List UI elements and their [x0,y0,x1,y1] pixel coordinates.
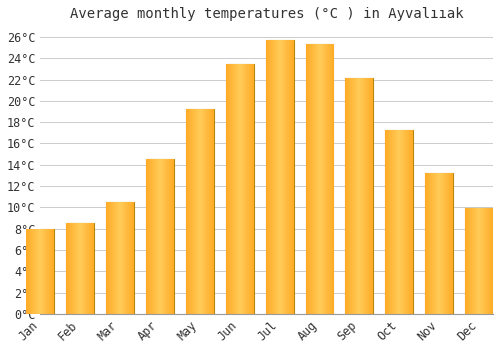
Bar [226,64,254,314]
Bar [386,130,413,314]
Bar [266,40,293,314]
Bar [465,209,493,314]
Bar [186,109,214,314]
Bar [425,173,453,314]
Bar [146,160,174,314]
Bar [346,78,374,314]
Bar [26,229,54,314]
Title: Average monthly temperatures (°C ) in Ayvalııak: Average monthly temperatures (°C ) in Ay… [70,7,464,21]
Bar [66,223,94,314]
Bar [106,202,134,314]
Bar [306,44,334,314]
